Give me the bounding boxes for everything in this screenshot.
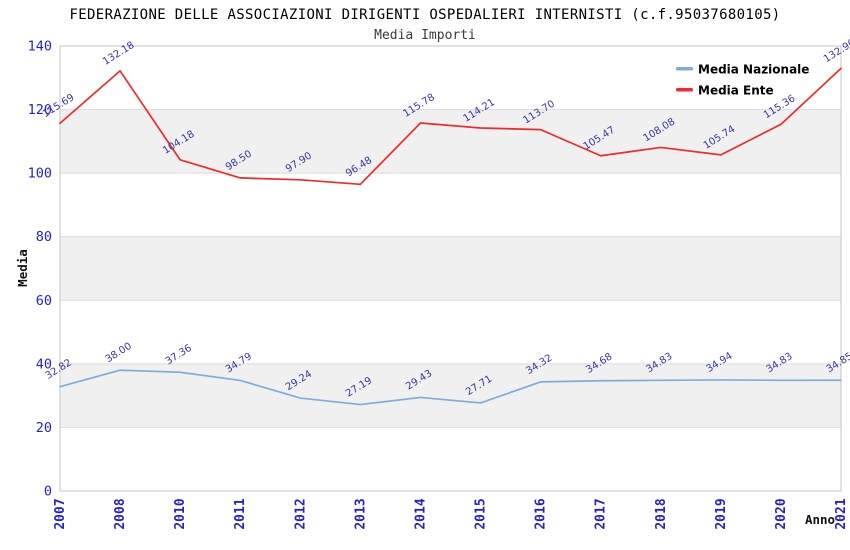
x-tick-label: 2015: [474, 498, 489, 529]
x-tick-label: 2016: [534, 498, 549, 529]
data-point-label: 38.00: [104, 341, 134, 366]
x-tick-label: 2021: [834, 498, 849, 529]
legend-label-media-nazionale: Media Nazionale: [698, 63, 809, 77]
x-tick-label: 2012: [293, 498, 308, 529]
data-point-label: 132.18: [101, 40, 137, 68]
x-tick-label: 2008: [113, 498, 128, 529]
y-tick-label: 40: [36, 356, 52, 372]
chart-title: FEDERAZIONE DELLE ASSOCIAZIONI DIRIGENTI…: [69, 7, 780, 23]
y-tick-label: 60: [36, 293, 52, 309]
y-tick-label: 140: [28, 39, 52, 55]
legend-label-media-ente: Media Ente: [698, 84, 774, 98]
x-tick-label: 2013: [353, 498, 368, 529]
x-tick-label: 2017: [594, 498, 609, 529]
data-point-label: 132.96: [822, 37, 850, 65]
series-line-media-nazionale: [59, 369, 842, 406]
x-axis-title: Anno: [805, 512, 835, 527]
series-line-media-ente: [59, 67, 842, 186]
x-tick-label: 2014: [413, 498, 428, 529]
plot-area: 0 20 40 60 80 100 120 140 2007 2008 2010 2011 2012 20…: [15, 37, 850, 529]
x-tick-label: 2007: [53, 498, 68, 529]
legend-swatch-media-ente: [676, 88, 693, 92]
y-axis-title: Media: [15, 249, 30, 287]
y-tick-label: 120: [28, 102, 52, 118]
plot-border: [59, 45, 842, 492]
legend-item-media-nazionale: Media Nazionale: [676, 63, 809, 77]
x-tick-label: 2018: [654, 498, 669, 529]
chart-subtitle: Media Importi: [374, 28, 476, 43]
x-tick-label: 2010: [173, 498, 188, 529]
x-tick-label: 2011: [233, 498, 248, 529]
legend-item-media-ente: Media Ente: [676, 84, 774, 98]
background-band: [60, 236, 841, 301]
x-tick-label: 2020: [774, 498, 789, 529]
y-tick-label: 80: [36, 229, 52, 245]
y-tick-label: 100: [28, 166, 52, 182]
x-tick-label: 2019: [714, 498, 729, 529]
background-band: [60, 363, 841, 428]
legend-swatch-media-nazionale: [676, 67, 693, 71]
y-tick-label: 20: [36, 420, 52, 436]
y-tick-label: 0: [44, 484, 52, 500]
legend: Media Nazionale Media Ente: [676, 63, 809, 98]
